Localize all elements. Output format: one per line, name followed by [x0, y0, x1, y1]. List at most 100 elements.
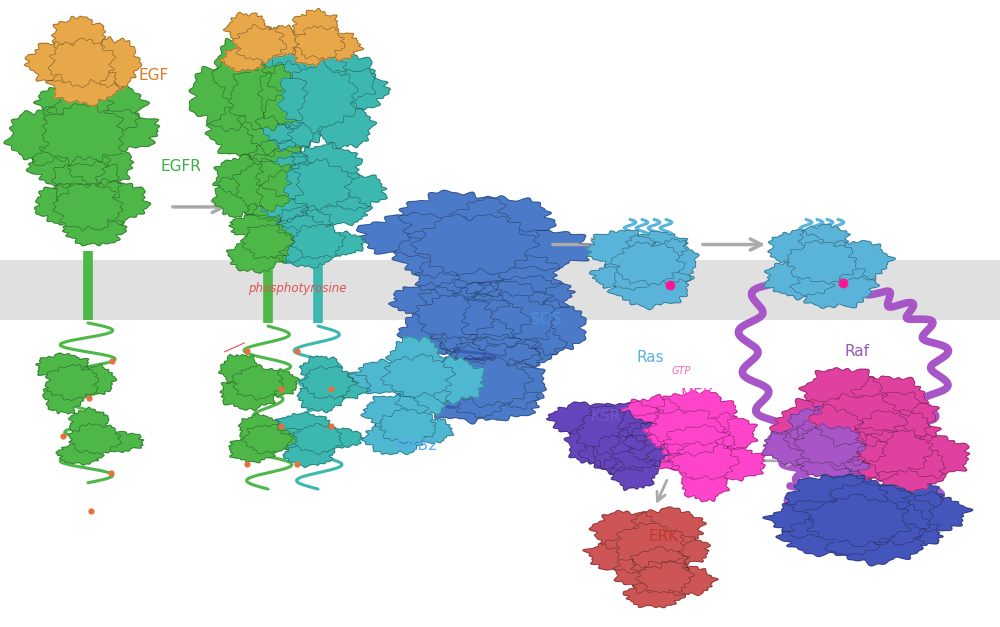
Text: Raf: Raf [845, 344, 870, 359]
Polygon shape [547, 402, 627, 436]
Polygon shape [764, 257, 835, 300]
Polygon shape [445, 282, 554, 318]
Polygon shape [623, 581, 685, 608]
Polygon shape [232, 159, 304, 211]
Polygon shape [842, 392, 939, 441]
Polygon shape [473, 276, 575, 314]
Polygon shape [233, 24, 287, 63]
Polygon shape [279, 240, 337, 268]
Polygon shape [397, 308, 470, 356]
Polygon shape [256, 155, 328, 197]
Polygon shape [34, 183, 94, 225]
Polygon shape [248, 26, 315, 98]
Polygon shape [256, 170, 315, 223]
Polygon shape [262, 38, 347, 97]
Polygon shape [815, 418, 924, 478]
Polygon shape [776, 517, 894, 557]
Polygon shape [578, 426, 660, 475]
Polygon shape [815, 241, 895, 280]
Polygon shape [250, 80, 342, 129]
Polygon shape [405, 418, 454, 444]
Polygon shape [4, 107, 85, 166]
Polygon shape [205, 106, 294, 157]
Polygon shape [795, 450, 870, 478]
Polygon shape [293, 41, 328, 66]
Polygon shape [516, 299, 586, 356]
Polygon shape [322, 372, 371, 399]
Polygon shape [213, 154, 276, 199]
Polygon shape [643, 409, 729, 456]
Polygon shape [276, 413, 331, 438]
Polygon shape [258, 61, 318, 128]
Polygon shape [302, 49, 376, 107]
Polygon shape [69, 424, 121, 454]
Polygon shape [212, 36, 275, 105]
Polygon shape [212, 174, 262, 218]
Polygon shape [855, 493, 935, 535]
Polygon shape [420, 295, 518, 350]
Polygon shape [380, 408, 436, 445]
Polygon shape [617, 422, 674, 448]
Polygon shape [625, 231, 688, 261]
Polygon shape [593, 435, 638, 470]
Polygon shape [380, 354, 456, 398]
Polygon shape [292, 8, 339, 48]
Polygon shape [851, 410, 941, 455]
Text: SOS: SOS [530, 312, 562, 327]
Text: GRB2: GRB2 [395, 438, 438, 453]
Polygon shape [589, 510, 664, 551]
Polygon shape [472, 318, 567, 367]
Polygon shape [88, 37, 142, 89]
Polygon shape [830, 432, 888, 465]
Polygon shape [693, 413, 758, 454]
Polygon shape [241, 224, 295, 258]
Polygon shape [219, 47, 269, 71]
Polygon shape [441, 300, 533, 340]
Polygon shape [189, 60, 273, 132]
Polygon shape [628, 507, 706, 547]
Text: ERK: ERK [648, 529, 678, 544]
Polygon shape [320, 231, 365, 256]
Polygon shape [616, 522, 684, 569]
Polygon shape [261, 25, 301, 57]
Polygon shape [424, 357, 502, 387]
Polygon shape [418, 279, 510, 321]
Polygon shape [399, 190, 511, 246]
Polygon shape [227, 239, 284, 273]
Polygon shape [418, 356, 485, 404]
Polygon shape [392, 229, 482, 278]
Polygon shape [276, 163, 328, 198]
Polygon shape [613, 544, 689, 593]
Text: MEK: MEK [680, 387, 713, 403]
Polygon shape [635, 561, 695, 593]
Polygon shape [43, 376, 84, 414]
Polygon shape [809, 394, 907, 446]
Polygon shape [828, 478, 894, 521]
Text: EGFR: EGFR [160, 159, 201, 174]
Polygon shape [617, 394, 690, 446]
Polygon shape [56, 443, 104, 465]
Polygon shape [311, 69, 390, 112]
Polygon shape [67, 144, 134, 186]
Polygon shape [794, 424, 866, 466]
Polygon shape [347, 359, 435, 396]
Polygon shape [283, 440, 335, 467]
Polygon shape [300, 194, 372, 225]
Polygon shape [415, 295, 495, 339]
Polygon shape [75, 179, 151, 225]
Polygon shape [610, 453, 658, 490]
Polygon shape [589, 261, 664, 290]
Polygon shape [770, 397, 883, 455]
Polygon shape [91, 431, 144, 452]
Bar [0, 260, 1000, 320]
Polygon shape [47, 76, 149, 138]
Polygon shape [440, 318, 541, 371]
Polygon shape [26, 142, 111, 188]
Polygon shape [763, 500, 875, 538]
Polygon shape [670, 441, 740, 480]
Polygon shape [278, 60, 358, 134]
Polygon shape [300, 356, 344, 385]
Polygon shape [768, 229, 826, 267]
Text: phosphotyrosine: phosphotyrosine [248, 282, 347, 295]
Polygon shape [705, 446, 765, 481]
